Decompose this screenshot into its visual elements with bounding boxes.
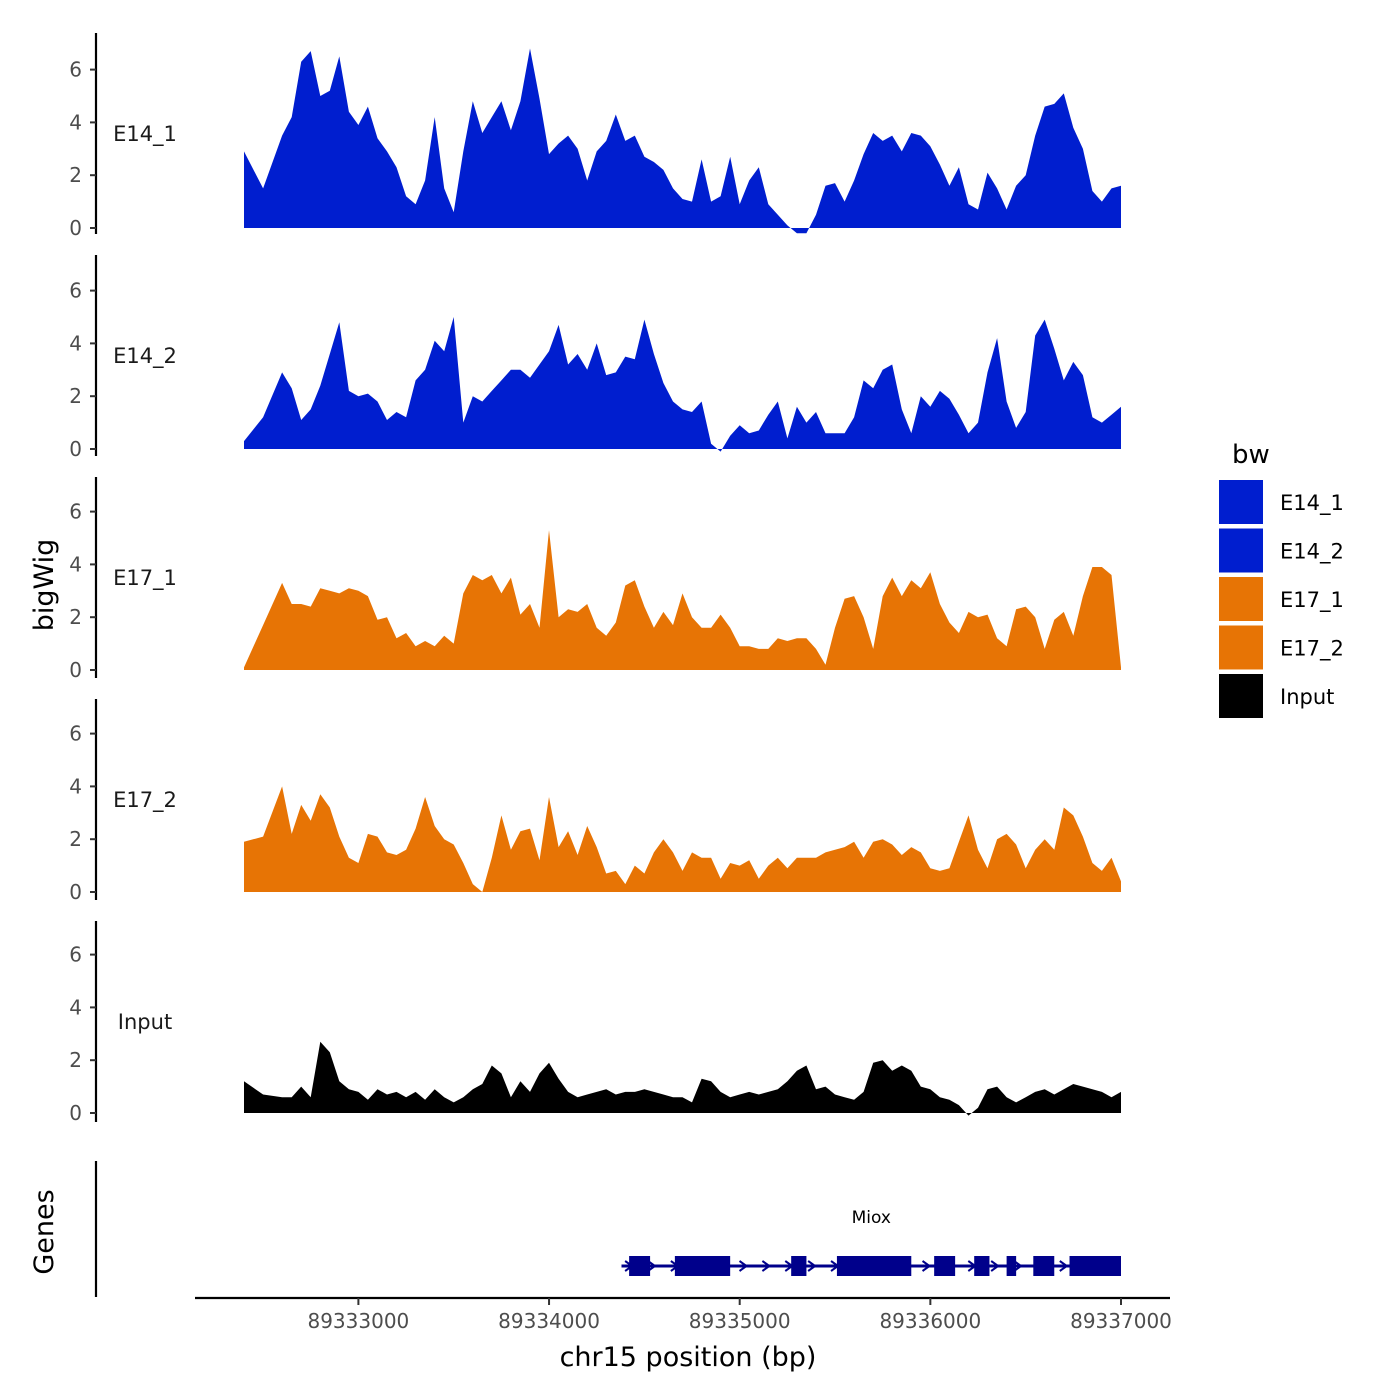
legend-key-input xyxy=(1219,674,1263,718)
area-e14-2 xyxy=(244,317,1121,452)
x-tick-label: 89337000 xyxy=(1070,1309,1172,1333)
gene-exon xyxy=(836,1256,912,1276)
y-tick-label: 6 xyxy=(69,943,82,967)
y-tick-label: 6 xyxy=(69,58,82,82)
gene-exon xyxy=(934,1256,956,1276)
x-tick-label: 89336000 xyxy=(879,1309,981,1333)
track-label-e17-2: E17_2 xyxy=(113,788,177,813)
y-tick-label: 2 xyxy=(69,605,82,629)
gene-miox: Miox xyxy=(621,1208,1121,1276)
strand-arrow xyxy=(990,1260,1000,1272)
tracks-area: 0 2 4 6 E14_1 0 2 4 6 E14_2 0 2 4 6 E17_1 0 2 4 6 E17_2 0 2 4 6… xyxy=(69,33,1121,1125)
legend-title: bw xyxy=(1232,440,1270,470)
track-e14-2: 0 2 4 6 E14_2 xyxy=(69,255,1121,461)
track-input: 0 2 4 6 Input xyxy=(69,921,1121,1125)
strand-arrow xyxy=(921,1260,932,1272)
x-tick-label: 89333000 xyxy=(307,1309,409,1333)
track-label-e14-1: E14_1 xyxy=(113,122,177,147)
y-tick-label: 0 xyxy=(69,880,82,904)
y-axis-title: bigWig xyxy=(29,539,60,632)
area-input xyxy=(244,1041,1121,1116)
legend-label-e14-1: E14_1 xyxy=(1280,491,1344,516)
track-label-input: Input xyxy=(118,1010,172,1034)
y-tick-label: 2 xyxy=(69,1048,82,1072)
gene-exon xyxy=(1006,1256,1017,1276)
gene-exon xyxy=(629,1256,651,1276)
y-tick-label: 2 xyxy=(69,827,82,851)
x-tick-label: 89335000 xyxy=(689,1309,791,1333)
y-tick-label: 0 xyxy=(69,437,82,461)
legend-label-e17-2: E17_2 xyxy=(1280,637,1344,662)
genes-panel: Miox xyxy=(94,1161,1121,1297)
area-e17-1 xyxy=(244,530,1121,670)
gene-exon xyxy=(974,1256,990,1276)
legend-key-e17-1 xyxy=(1219,577,1263,621)
track-label-e17-1: E17_1 xyxy=(113,566,177,591)
genes-axis-title: Genes xyxy=(29,1189,60,1274)
y-tick-label: 4 xyxy=(69,552,82,576)
y-tick-label: 4 xyxy=(69,995,82,1019)
gene-name-label: Miox xyxy=(852,1208,891,1228)
legend-key-e14-2 xyxy=(1219,528,1263,573)
strand-arrow xyxy=(761,1260,772,1272)
y-tick-label: 0 xyxy=(69,1101,82,1125)
y-tick-label: 0 xyxy=(69,216,82,240)
strand-arrow xyxy=(738,1260,749,1272)
legend-key-e17-2 xyxy=(1219,625,1263,670)
track-e17-1: 0 2 4 6 E17_1 xyxy=(69,477,1121,682)
gene-exon xyxy=(674,1256,731,1276)
x-axis-title: chr15 position (bp) xyxy=(560,1342,817,1373)
x-tick-label: 89334000 xyxy=(498,1309,600,1333)
track-label-e14-2: E14_2 xyxy=(113,344,177,369)
x-axis: 89333000 89334000 89335000 89336000 89337000 xyxy=(195,1296,1172,1333)
area-e17-2 xyxy=(244,786,1121,892)
y-tick-label: 0 xyxy=(69,658,82,682)
legend-key-e14-1 xyxy=(1219,480,1263,524)
area-e14-1 xyxy=(244,48,1121,234)
gene-exon xyxy=(1033,1256,1055,1276)
gene-exon xyxy=(1069,1256,1121,1276)
strand-arrow xyxy=(647,1260,657,1272)
y-tick-label: 4 xyxy=(69,774,82,798)
legend-label-input: Input xyxy=(1280,685,1334,709)
y-tick-label: 4 xyxy=(69,110,82,134)
y-tick-label: 4 xyxy=(69,331,82,355)
track-e14-1: 0 2 4 6 E14_1 xyxy=(69,33,1121,240)
strand-arrow xyxy=(807,1260,817,1272)
y-tick-label: 6 xyxy=(69,500,82,524)
track-e17-2: 0 2 4 6 E17_2 xyxy=(69,699,1121,904)
strand-arrow xyxy=(1013,1260,1023,1272)
legend: bw E14_1 E14_2 E17_1 E17_2 Input xyxy=(1219,440,1344,718)
legend-label-e17-1: E17_1 xyxy=(1280,588,1344,613)
gene-exon xyxy=(791,1256,807,1276)
y-tick-label: 6 xyxy=(69,279,82,303)
y-tick-label: 6 xyxy=(69,722,82,746)
strand-arrow xyxy=(1059,1260,1069,1272)
y-tick-label: 2 xyxy=(69,384,82,408)
y-tick-label: 2 xyxy=(69,163,82,187)
legend-label-e14-2: E14_2 xyxy=(1280,540,1344,565)
